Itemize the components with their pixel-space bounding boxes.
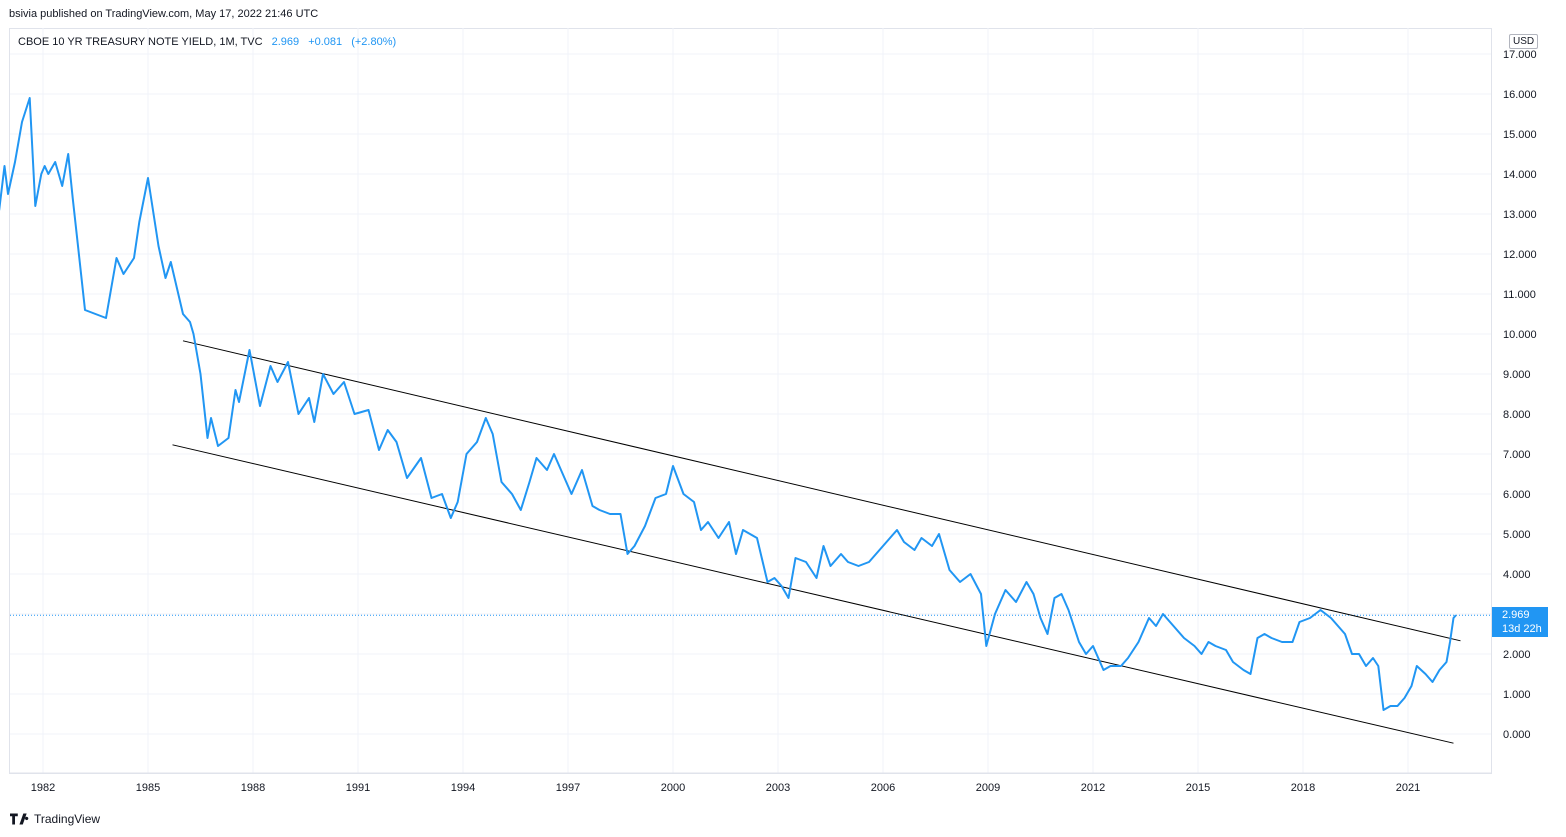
change-percent: (+2.80%) (351, 36, 397, 48)
price-tick-label: 17.000 (1503, 49, 1537, 61)
price-tick-label: 2.000 (1503, 649, 1531, 661)
time-tick-label: 2006 (871, 782, 895, 794)
price-tick-label: 7.000 (1503, 449, 1531, 461)
published-by-text: bsivia published on TradingView.com, May… (9, 8, 319, 20)
price-tick-label: 12.000 (1503, 249, 1537, 261)
price-tick-label: 5.000 (1503, 529, 1531, 541)
bar-countdown: 13d 22h (1502, 623, 1542, 635)
tradingview-logo-icon (10, 813, 29, 825)
series-legend: CBOE 10 YR TREASURY NOTE YIELD, 1M, TVC … (18, 36, 396, 48)
time-tick-label: 2009 (976, 782, 1000, 794)
time-tick-label: 1994 (451, 782, 475, 794)
symbol-title: CBOE 10 YR TREASURY NOTE YIELD, 1M, TVC (18, 36, 263, 48)
change-value: +0.081 (308, 36, 343, 48)
channel-upper-trendline[interactable] (182, 340, 1461, 642)
price-tick-label: 9.000 (1503, 369, 1531, 381)
time-tick-label: 1982 (31, 782, 55, 794)
price-tick-label: 6.000 (1503, 489, 1531, 501)
currency-button[interactable]: USD (1509, 34, 1539, 49)
last-price-badge: 2.969 13d 22h (1492, 607, 1548, 637)
price-tick-label: 4.000 (1503, 569, 1531, 581)
price-tick-label: 13.000 (1503, 209, 1537, 221)
time-tick-label: 2018 (1291, 782, 1315, 794)
price-chart[interactable]: 0.0001.0002.0003.0004.0005.0006.0007.000… (0, 0, 1566, 810)
price-tick-label: 16.000 (1503, 89, 1537, 101)
branding-label: TradingView (34, 812, 101, 826)
time-tick-label: 1997 (556, 782, 580, 794)
price-tick-label: 0.000 (1503, 729, 1531, 741)
price-tick-label: 11.000 (1503, 289, 1536, 301)
time-tick-label: 2003 (766, 782, 790, 794)
price-tick-label: 1.000 (1503, 689, 1531, 701)
price-tick-label: 8.000 (1503, 409, 1531, 421)
last-price-value: 2.969 (1502, 609, 1530, 621)
time-tick-label: 1988 (241, 782, 265, 794)
time-tick-label: 2015 (1186, 782, 1210, 794)
price-tick-label: 15.000 (1503, 129, 1537, 141)
channel-lower-trendline[interactable] (172, 444, 1454, 744)
price-tick-label: 10.000 (1503, 329, 1537, 341)
yield-series-line[interactable] (0, 97, 1457, 711)
time-tick-label: 2000 (661, 782, 685, 794)
last-value: 2.969 (271, 36, 300, 48)
time-tick-label: 1991 (346, 782, 370, 794)
tradingview-branding[interactable]: TradingView (10, 812, 100, 826)
price-tick-label: 14.000 (1503, 169, 1537, 181)
time-tick-label: 2012 (1081, 782, 1105, 794)
time-tick-label: 2021 (1396, 782, 1420, 794)
time-tick-label: 1985 (136, 782, 160, 794)
